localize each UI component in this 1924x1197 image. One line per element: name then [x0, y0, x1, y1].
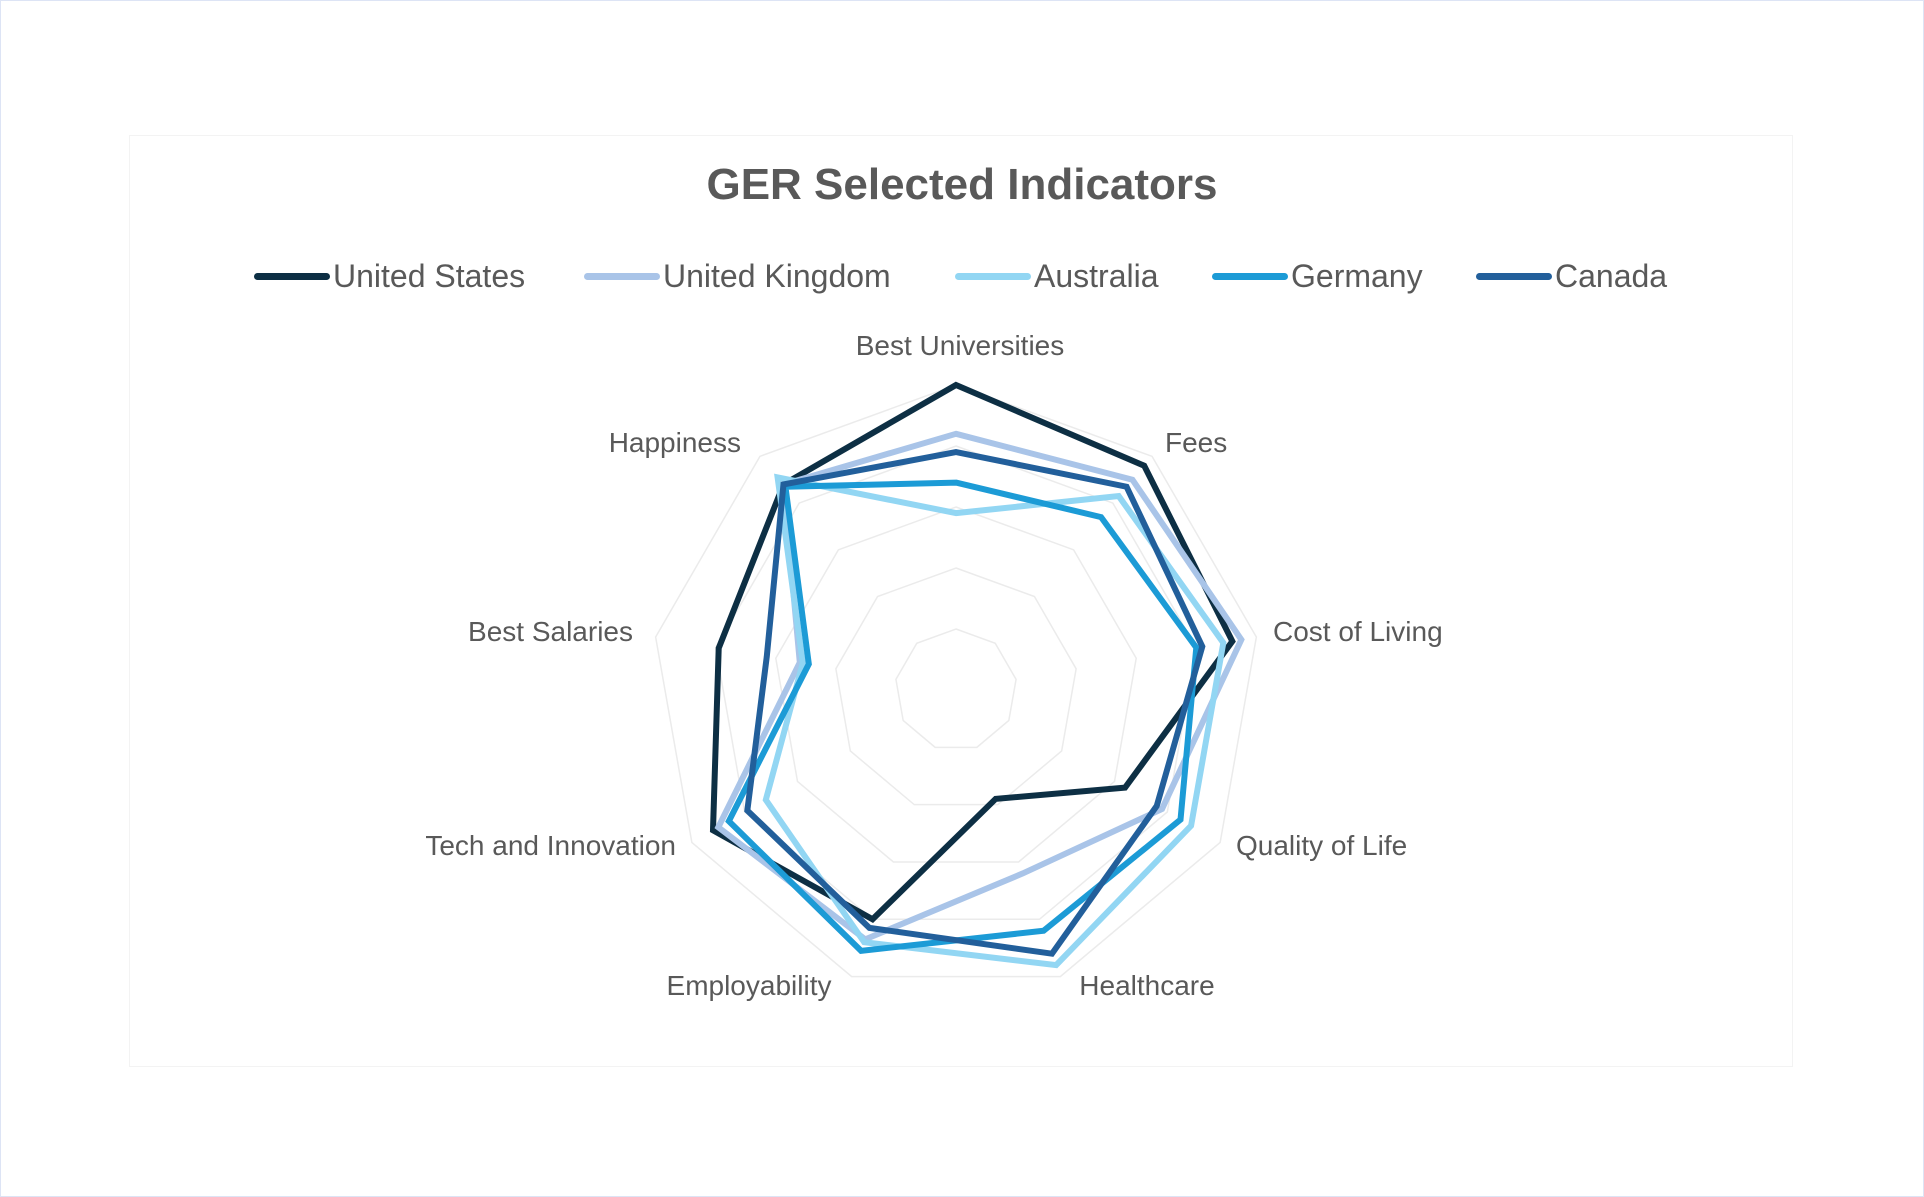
axis-label-employability: Employability: [667, 970, 832, 1001]
axis-label-happiness: Happiness: [609, 427, 741, 458]
legend-item: Australia: [955, 256, 1159, 296]
chart-title: GER Selected Indicators: [706, 160, 1218, 209]
legend-swatch: [1476, 272, 1552, 280]
grid-ring: [654, 384, 1258, 978]
legend-swatch: [584, 272, 660, 280]
legend-label: Australia: [1034, 257, 1159, 294]
legend-item: United States: [254, 256, 525, 296]
legend-label: United Kingdom: [663, 257, 891, 294]
axis-label-best-salaries: Best Salaries: [468, 616, 633, 647]
grid-ring: [714, 445, 1198, 921]
grid-ring: [895, 628, 1017, 749]
legend-item: Germany: [1212, 256, 1423, 296]
axis-label-cost-of-living: Cost of Living: [1273, 616, 1443, 647]
legend-label: Canada: [1555, 257, 1668, 294]
legend-item: Canada: [1476, 256, 1667, 296]
grid-ring: [774, 506, 1138, 863]
legend-label: United States: [333, 257, 526, 294]
legend-item: United Kingdom: [584, 256, 891, 296]
axis-label-healthcare: Healthcare: [1079, 970, 1214, 1001]
chart-area: [129, 135, 1793, 1067]
axis-label-fees: Fees: [1165, 427, 1227, 458]
series-line-canada: [744, 449, 1206, 957]
legend-label: Germany: [1291, 257, 1423, 294]
series-line-united-states: [709, 381, 1236, 923]
axis-label-quality-of-life: Quality of Life: [1236, 830, 1407, 861]
axis-label-tech-and-innovation: Tech and Innovation: [425, 830, 676, 861]
legend-swatch: [1212, 272, 1288, 280]
legend-swatch: [254, 272, 330, 280]
axis-label-best-universities: Best Universities: [856, 330, 1065, 361]
grid-ring: [835, 567, 1077, 806]
legend-swatch: [955, 272, 1031, 280]
series-line-australia: [762, 473, 1227, 969]
